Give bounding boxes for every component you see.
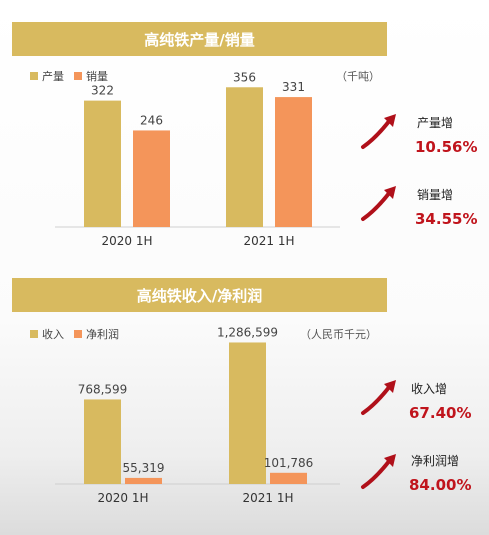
data-label: 322: [91, 84, 114, 98]
growth-arrow-icon: [361, 380, 396, 415]
growth-value-sales: 34.55%: [415, 210, 478, 228]
legend-swatch-net-profit: [74, 330, 82, 338]
legend-swatch-revenue: [30, 330, 38, 338]
growth-value-production: 10.56%: [415, 138, 478, 156]
x-tick-label: 2020 1H: [97, 491, 148, 505]
growth-value-revenue: 67.40%: [409, 404, 472, 422]
growth-arrow-icon: [361, 454, 396, 489]
chart1-title: 高纯铁产量/销量: [12, 22, 387, 56]
growth-arrow-icon: [361, 186, 396, 221]
chart2-title: 高纯铁收入/净利润: [12, 278, 387, 312]
legend-label-net-profit: 净利润: [86, 328, 119, 341]
x-tick-label: 2021 1H: [242, 491, 293, 505]
legend-item-revenue: 收入: [30, 326, 64, 342]
data-label: 101,786: [264, 456, 314, 470]
bar-primary: [84, 399, 121, 484]
data-label: 55,319: [123, 461, 165, 475]
bar-secondary: [133, 130, 170, 227]
chart2-unit: （人民币千元）: [300, 328, 377, 341]
growth-label-production: 产量增: [417, 116, 454, 130]
chart2-legend: 收入 净利润: [30, 326, 129, 342]
chart1-svg: 322 246 2020 1H 356 331 2021 1H: [55, 70, 340, 248]
bar-primary: [229, 342, 266, 484]
growth-label-revenue: 收入增: [411, 382, 448, 396]
bar-primary: [226, 87, 263, 228]
data-label: 331: [282, 80, 305, 94]
bar-secondary: [275, 97, 312, 228]
data-label: 246: [140, 113, 163, 127]
data-label: 356: [233, 70, 256, 84]
legend-swatch-production: [30, 72, 38, 80]
bar-secondary: [270, 472, 307, 484]
x-tick-label: 2021 1H: [243, 234, 294, 248]
bar-secondary: [125, 477, 162, 484]
bar-primary: [84, 100, 121, 227]
growth-arrow-icon: [361, 114, 396, 149]
data-label: 768,599: [78, 382, 128, 396]
legend-item-production: 产量: [30, 68, 64, 84]
growth-label-net-profit: 净利润增: [411, 454, 460, 468]
x-tick-label: 2020 1H: [101, 234, 152, 248]
data-label: 1,286,599: [217, 325, 278, 339]
legend-item-sales: 销量: [74, 68, 108, 84]
chart2-svg: 768,599 55,319 2020 1H 1,286,599 101,786 2021…: [55, 325, 340, 505]
chart1-unit: （千吨）: [336, 70, 380, 83]
legend-label-revenue: 收入: [42, 328, 64, 341]
legend-label-production: 产量: [42, 70, 64, 83]
chart1-legend: 产量 销量: [30, 68, 118, 84]
growth-label-sales: 销量增: [417, 188, 454, 202]
legend-swatch-sales: [74, 72, 82, 80]
growth-value-net-profit: 84.00%: [409, 476, 472, 494]
legend-label-sales: 销量: [86, 70, 108, 83]
legend-item-net-profit: 净利润: [74, 326, 119, 342]
